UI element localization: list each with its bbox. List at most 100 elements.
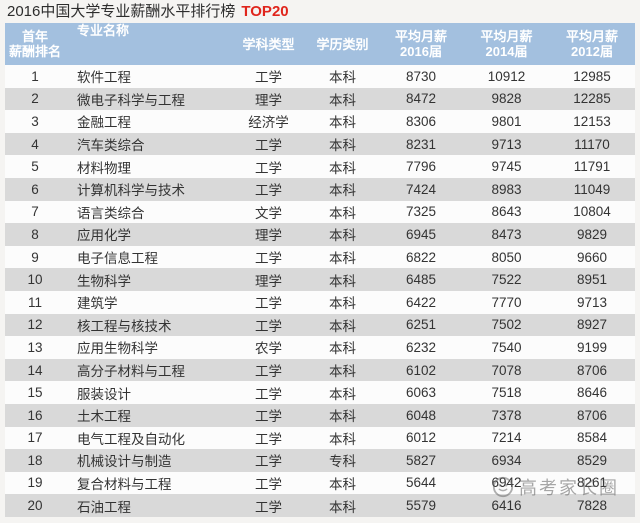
major-name-cell: 语言类综合 (77, 205, 145, 221)
salary-2016-cell: 6945 (405, 226, 437, 242)
header-salary-2014: 平均月薪 2014届 (464, 23, 549, 65)
table-row: 9 电子信息工程 工学 本科 6822 8050 9660 (5, 245, 635, 269)
salary-2014-cell: 7540 (491, 339, 522, 355)
degree-cell: 本科 (329, 92, 356, 108)
table-row: 5 材料物理 工学 本科 7796 9745 11791 (5, 155, 635, 178)
degree-cell: 专科 (329, 454, 356, 470)
rank-cell: 12 (27, 317, 43, 333)
major-name-cell: 汽车类综合 (77, 138, 145, 154)
salary-2012-cell: 8646 (576, 385, 608, 401)
salary-2014-cell: 9828 (491, 91, 522, 107)
discipline-cell: 工学 (255, 499, 282, 515)
header-salary-2014-line2: 2014届 (485, 44, 528, 59)
degree-cell: 本科 (329, 228, 356, 244)
salary-2014-cell: 10912 (487, 68, 526, 84)
salary-2016-cell: 6251 (405, 317, 437, 333)
salary-2012-cell: 8706 (576, 407, 608, 423)
salary-2014-cell: 7214 (491, 430, 522, 446)
discipline-cell: 农学 (255, 341, 282, 357)
salary-2012-cell: 8951 (576, 272, 608, 288)
rank-cell: 13 (27, 339, 43, 355)
discipline-cell: 工学 (255, 296, 282, 312)
salary-2012-cell: 8584 (576, 430, 608, 446)
table-row: 10 生物科学 理学 本科 6485 7522 8951 (5, 268, 635, 291)
major-name-cell: 石油工程 (77, 499, 131, 515)
salary-2014-cell: 7378 (491, 407, 522, 423)
rank-cell: 7 (31, 204, 39, 220)
rank-cell: 6 (31, 181, 39, 197)
rank-cell: 9 (31, 249, 39, 265)
salary-2012-cell: 12985 (573, 68, 611, 84)
salary-2012-cell: 8927 (576, 317, 608, 333)
discipline-cell: 工学 (255, 138, 282, 154)
table-row: 17 电气工程及自动化 工学 本科 6012 7214 8584 (5, 426, 635, 450)
salary-2014-cell: 6416 (491, 498, 522, 514)
header-discipline-type: 学科类型 (230, 23, 307, 65)
salary-2012-cell: 11170 (574, 136, 610, 152)
salary-2014-cell: 8050 (491, 249, 522, 265)
major-name-cell: 电子信息工程 (77, 251, 158, 267)
table-row: 13 应用生物科学 农学 本科 6232 7540 9199 (5, 336, 635, 359)
major-name-cell: 应用化学 (77, 228, 131, 244)
rank-cell: 10 (27, 272, 43, 288)
salary-2012-cell: 7828 (576, 498, 608, 514)
degree-cell: 本科 (329, 183, 356, 199)
discipline-cell: 工学 (255, 160, 282, 176)
table-row: 3 金融工程 经济学 本科 8306 9801 12153 (5, 110, 635, 133)
degree-cell: 本科 (329, 205, 356, 221)
header-salary-2014-line1: 平均月薪 (480, 29, 533, 44)
rank-cell: 15 (27, 385, 43, 401)
rank-cell: 19 (27, 475, 43, 491)
major-name-cell: 软件工程 (77, 70, 131, 86)
major-name-cell: 核工程与核技术 (77, 318, 172, 334)
rank-cell: 17 (27, 430, 43, 446)
table-row: 16 土木工程 工学 本科 6048 7378 8706 (5, 403, 635, 427)
degree-cell: 本科 (329, 160, 356, 176)
degree-cell: 本科 (329, 251, 356, 267)
discipline-cell: 理学 (255, 273, 282, 289)
salary-2016-cell: 8472 (405, 91, 437, 107)
header-rank-line1: 首年 (21, 29, 48, 44)
salary-2016-cell: 8730 (405, 68, 437, 84)
salary-2014-cell: 9745 (491, 159, 522, 175)
page-title-top20: TOP20 (241, 3, 289, 20)
salary-2014-cell: 8473 (491, 226, 522, 242)
salary-2012-cell: 8706 (576, 362, 608, 378)
salary-2016-cell: 7796 (405, 159, 437, 175)
rank-cell: 16 (27, 407, 43, 423)
rank-cell: 1 (31, 68, 39, 84)
discipline-cell: 理学 (255, 92, 282, 108)
header-discipline-line1: 学科类型 (242, 36, 295, 52)
salary-2012-cell: 9199 (576, 339, 608, 355)
salary-2016-cell: 6063 (405, 385, 437, 401)
degree-cell: 本科 (329, 364, 356, 380)
header-salary-2016: 平均月薪 2016届 (378, 23, 464, 65)
rank-cell: 4 (31, 136, 39, 152)
header-degree-type: 学历类别 (307, 23, 378, 65)
salary-2012-cell: 11049 (573, 181, 611, 197)
salary-2016-cell: 6485 (405, 272, 437, 288)
table-row: 2 微电子科学与工程 理学 本科 8472 9828 12285 (5, 87, 635, 111)
page-title-text: 2016中国大学专业薪酬水平排行榜 (7, 3, 236, 20)
discipline-cell: 工学 (255, 386, 282, 402)
major-name-cell: 金融工程 (77, 115, 131, 131)
salary-2016-cell: 5644 (405, 475, 437, 491)
degree-cell: 本科 (329, 138, 356, 154)
table-row: 4 汽车类综合 工学 本科 8231 9713 11170 (5, 132, 635, 156)
discipline-cell: 工学 (255, 409, 282, 425)
header-salary-2012: 平均月薪 2012届 (549, 23, 635, 65)
header-degree-line1: 学历类别 (316, 36, 369, 52)
salary-2016-cell: 7424 (405, 181, 437, 197)
salary-2014-cell: 7770 (491, 294, 522, 310)
salary-2014-cell: 6942 (491, 475, 522, 491)
salary-2012-cell: 12285 (573, 91, 611, 107)
table-row: 19 复合材料与工程 工学 本科 5644 6942 8261 (5, 471, 635, 495)
discipline-cell: 工学 (255, 431, 282, 447)
rank-cell: 18 (27, 452, 43, 468)
degree-cell: 本科 (329, 273, 356, 289)
degree-cell: 本科 (329, 409, 356, 425)
major-name-cell: 电气工程及自动化 (77, 431, 185, 447)
salary-2016-cell: 5827 (405, 452, 437, 468)
table-row: 7 语言类综合 文学 本科 7325 8643 10804 (5, 200, 635, 224)
rank-cell: 11 (27, 294, 42, 310)
